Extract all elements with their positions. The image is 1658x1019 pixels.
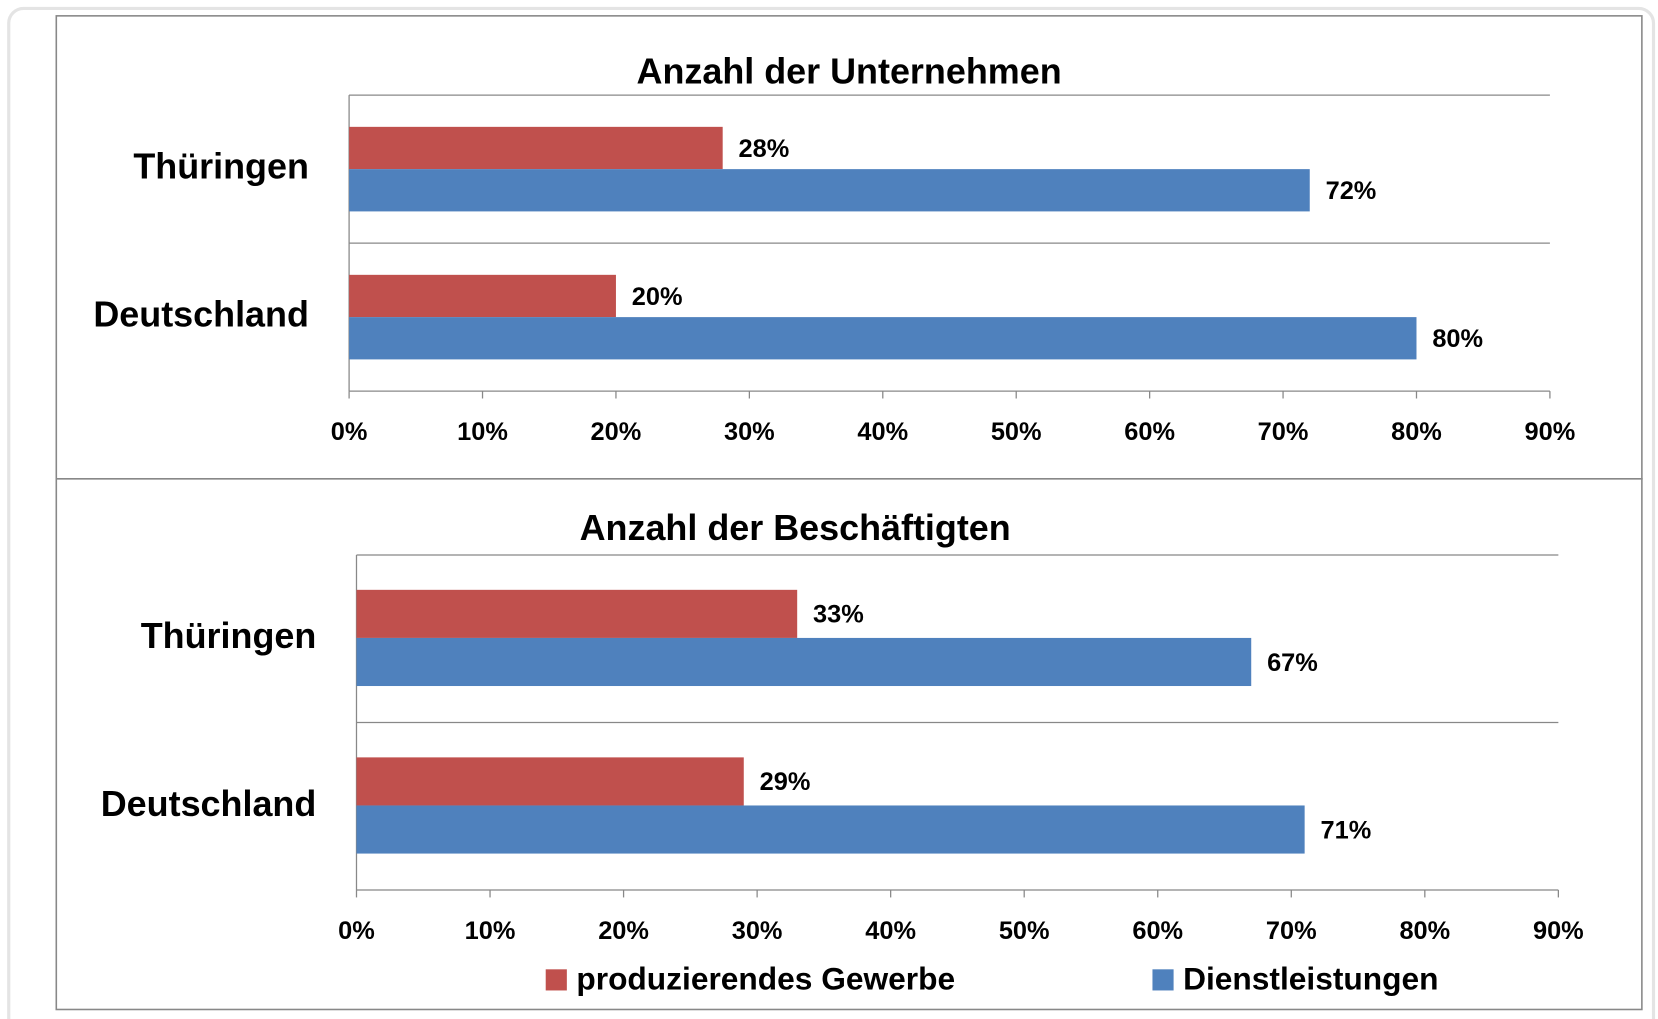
x-tick-label: 50% [999, 917, 1050, 945]
x-tick-label: 0% [338, 917, 375, 945]
bar [356, 805, 1305, 854]
x-tick-label: 80% [1399, 917, 1450, 945]
x-tick-label: 50% [991, 418, 1042, 446]
legend-label: produzierendes Gewerbe [576, 960, 955, 996]
x-tick-label: 30% [724, 418, 775, 446]
category-label: Deutschland [93, 294, 309, 335]
x-tick-label: 80% [1391, 418, 1442, 446]
bar [349, 169, 1310, 212]
chart-frame [55, 15, 1643, 480]
x-tick-label: 40% [865, 917, 916, 945]
category-label: Thüringen [133, 146, 309, 187]
value-label: 72% [1326, 177, 1377, 205]
value-label: 33% [813, 601, 864, 629]
x-tick-label: 70% [1258, 418, 1309, 446]
x-tick-label: 70% [1266, 917, 1317, 945]
bar [349, 274, 616, 318]
value-label: 20% [632, 283, 683, 311]
x-tick-label: 30% [732, 917, 783, 945]
legend-swatch [545, 969, 567, 991]
bar [349, 317, 1417, 360]
x-tick-label: 60% [1124, 418, 1175, 446]
x-tick-label: 90% [1525, 418, 1576, 446]
bar [356, 757, 744, 806]
bar [356, 589, 798, 638]
legend-swatch [1152, 969, 1174, 991]
x-tick-label: 10% [465, 917, 516, 945]
chart-frame [55, 478, 1643, 1011]
value-label: 28% [739, 135, 790, 163]
legend-label: Dienstleistungen [1183, 960, 1438, 996]
category-label: Deutschland [101, 783, 317, 824]
x-tick-label: 20% [591, 418, 642, 446]
chart-title: Anzahl der Beschäftigten [580, 507, 1011, 548]
x-tick-label: 60% [1132, 917, 1183, 945]
x-tick-label: 90% [1533, 917, 1584, 945]
x-tick-label: 20% [598, 917, 649, 945]
x-tick-label: 40% [857, 418, 908, 446]
value-label: 71% [1320, 816, 1371, 844]
bar [349, 126, 723, 170]
x-tick-label: 0% [331, 418, 368, 446]
x-tick-label: 10% [457, 418, 508, 446]
value-label: 29% [760, 768, 811, 796]
value-label: 67% [1267, 649, 1318, 677]
value-label: 80% [1432, 325, 1483, 353]
bar [356, 637, 1252, 687]
chart-title: Anzahl der Unternehmen [637, 50, 1062, 91]
category-label: Thüringen [141, 615, 317, 656]
